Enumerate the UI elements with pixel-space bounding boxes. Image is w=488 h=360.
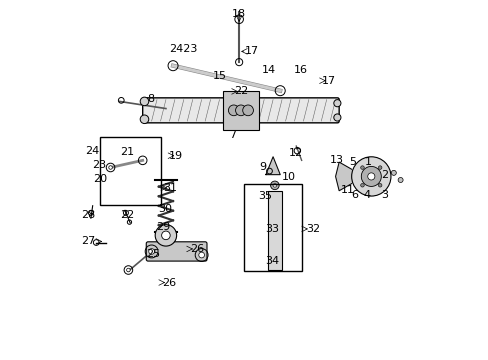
Text: 12: 12 — [288, 148, 302, 158]
Circle shape — [140, 115, 148, 123]
Text: 4: 4 — [363, 190, 370, 200]
Text: 29: 29 — [156, 222, 170, 232]
Text: 2423: 2423 — [169, 44, 198, 54]
Circle shape — [333, 100, 340, 107]
Text: 33: 33 — [265, 224, 279, 234]
Circle shape — [198, 252, 204, 258]
Text: 7: 7 — [229, 130, 236, 140]
Text: 17: 17 — [244, 46, 258, 56]
Polygon shape — [265, 157, 280, 175]
Circle shape — [351, 157, 390, 196]
Text: 24: 24 — [85, 146, 99, 156]
Circle shape — [270, 181, 279, 190]
Text: 22: 22 — [234, 86, 248, 96]
Text: 21: 21 — [120, 147, 134, 157]
FancyBboxPatch shape — [142, 98, 339, 123]
Text: 13: 13 — [329, 155, 343, 165]
Circle shape — [361, 166, 381, 186]
Text: 1: 1 — [365, 157, 371, 167]
FancyBboxPatch shape — [146, 242, 206, 261]
Circle shape — [108, 166, 112, 169]
Text: 34: 34 — [265, 256, 279, 266]
Text: 10: 10 — [281, 172, 295, 182]
Text: 8: 8 — [147, 94, 154, 104]
Circle shape — [390, 170, 395, 175]
Text: 23: 23 — [92, 160, 106, 170]
Circle shape — [162, 231, 170, 240]
Circle shape — [360, 166, 364, 169]
Text: 26: 26 — [190, 244, 204, 254]
Circle shape — [242, 105, 253, 116]
Polygon shape — [335, 162, 351, 191]
Text: 30: 30 — [158, 204, 172, 214]
Text: 20: 20 — [93, 174, 107, 184]
Circle shape — [228, 105, 239, 116]
Circle shape — [155, 225, 176, 246]
Text: 17: 17 — [321, 76, 335, 86]
Text: 15: 15 — [212, 71, 226, 81]
Circle shape — [235, 105, 246, 116]
Circle shape — [378, 166, 381, 169]
Text: 6: 6 — [350, 190, 357, 200]
Text: 11: 11 — [340, 185, 354, 195]
Text: 18: 18 — [232, 9, 245, 19]
Text: 2: 2 — [381, 170, 387, 180]
Text: 9: 9 — [259, 162, 266, 172]
Circle shape — [360, 184, 364, 187]
Text: 5: 5 — [349, 157, 356, 167]
Circle shape — [126, 268, 130, 272]
Text: 26: 26 — [162, 278, 176, 288]
Text: 16: 16 — [293, 65, 307, 75]
Text: 22: 22 — [121, 210, 135, 220]
Bar — [100, 137, 160, 205]
Circle shape — [367, 173, 374, 180]
Circle shape — [140, 97, 148, 106]
Text: 31: 31 — [163, 183, 177, 193]
Text: 35: 35 — [258, 191, 272, 201]
Bar — [223, 91, 258, 130]
Circle shape — [148, 249, 154, 254]
Circle shape — [333, 114, 340, 121]
Text: 28: 28 — [81, 210, 95, 220]
Text: 3: 3 — [381, 190, 387, 200]
Text: 27: 27 — [81, 237, 95, 247]
Bar — [244, 184, 301, 271]
Text: 19: 19 — [168, 151, 183, 161]
Circle shape — [272, 184, 276, 187]
Circle shape — [378, 184, 381, 187]
Circle shape — [397, 177, 402, 183]
Text: 25: 25 — [145, 249, 160, 259]
Text: 32: 32 — [306, 224, 320, 234]
Bar — [267, 191, 282, 270]
Text: 14: 14 — [261, 65, 275, 75]
